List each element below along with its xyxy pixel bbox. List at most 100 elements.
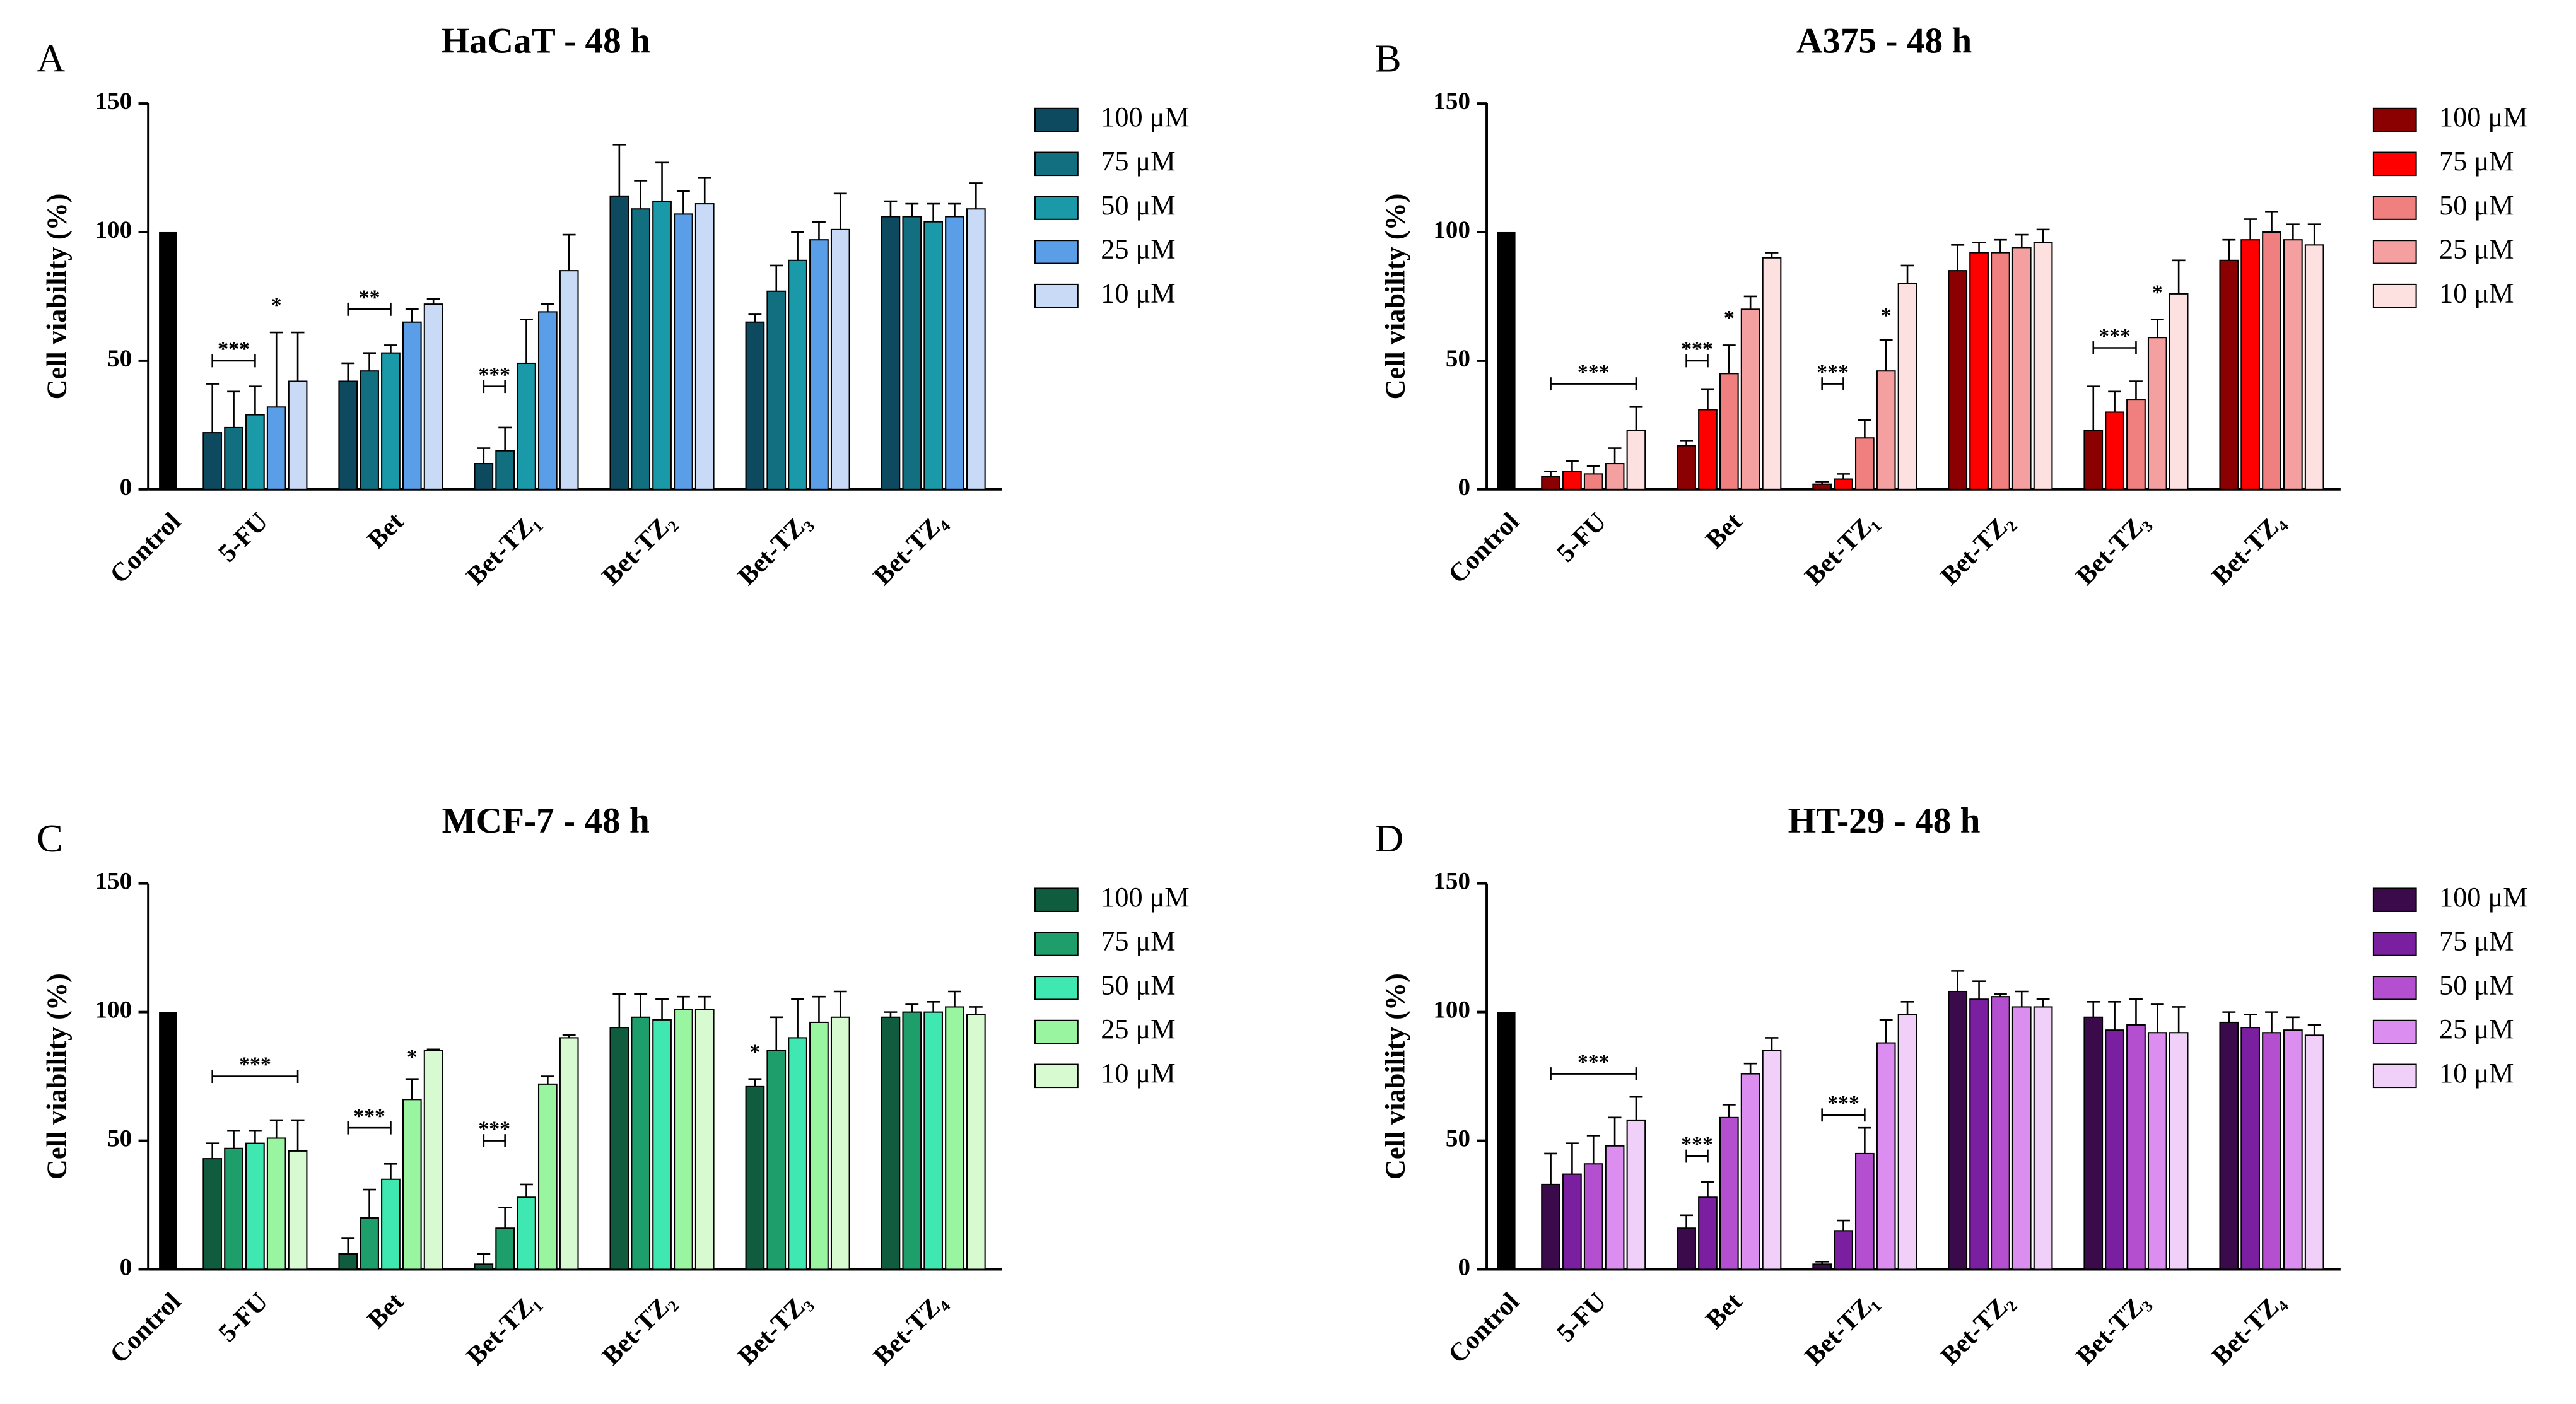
bar (1762, 257, 1782, 490)
legend-label: 100 μM (1101, 102, 1190, 132)
legend-label: 50 μM (2439, 190, 2514, 221)
x-tick-label: 5-FU (213, 507, 274, 568)
legend-swatch (1034, 887, 1079, 912)
x-tick-label: Bet-TZ₁ (1800, 507, 1883, 591)
legend-swatch (2372, 976, 2417, 1000)
bar (1969, 998, 1989, 1270)
bar (2105, 411, 2124, 490)
legend-swatch (1034, 283, 1079, 308)
y-tick-label: 150 (1433, 868, 1470, 895)
panel-letter: D (1375, 816, 1403, 860)
bar (245, 1142, 265, 1270)
bar (745, 1085, 765, 1270)
bar (1854, 1152, 1875, 1270)
bar (360, 370, 379, 490)
y-axis-label: Cell viability (%) (42, 193, 73, 399)
bar (745, 321, 765, 490)
bar (2262, 231, 2281, 490)
legend-label: 50 μM (2439, 969, 2514, 1000)
bar (1834, 478, 1853, 490)
legend-swatch (2372, 1063, 2417, 1089)
y-axis-label: Cell viability (%) (42, 973, 73, 1179)
bar (674, 213, 693, 490)
bar (288, 380, 308, 490)
significance: *** (478, 1118, 510, 1141)
significance: *** (2099, 325, 2131, 348)
bar (631, 1016, 651, 1270)
bar (381, 1178, 401, 1270)
bar (830, 228, 850, 490)
bar (2304, 244, 2324, 490)
x-tick-label: Bet-TZ₁ (1800, 1287, 1883, 1371)
panel-letter: A (37, 36, 65, 80)
bar (1969, 252, 1989, 490)
bar (495, 1227, 515, 1270)
bar (474, 463, 494, 490)
legend-swatch (1034, 107, 1079, 132)
legend-swatch (1034, 240, 1079, 264)
bar (902, 1011, 922, 1270)
legend-label: 50 μM (1101, 190, 1175, 221)
bar (202, 1158, 223, 1270)
bar (1562, 1173, 1582, 1270)
y-tick-label: 50 (107, 1125, 132, 1152)
legend-label: 10 μM (1101, 278, 1175, 308)
significance: ** (359, 286, 380, 309)
bar (809, 1021, 829, 1270)
legend-swatch (1034, 932, 1079, 956)
bar (2126, 399, 2146, 490)
significance: * (407, 1046, 418, 1069)
bar (923, 221, 944, 490)
bar (694, 1009, 715, 1270)
significance: * (271, 294, 282, 317)
x-tick-label: Bet-TZ₃ (2071, 1287, 2155, 1371)
y-tick-label: 0 (1458, 1253, 1470, 1280)
bar (2283, 1029, 2303, 1270)
bar (652, 200, 672, 490)
legend-label: 10 μM (2439, 1058, 2514, 1089)
x-tick-label: Bet-TZ₃ (2071, 507, 2155, 591)
bar (517, 1196, 536, 1270)
y-tick-label: 150 (1433, 88, 1470, 115)
y-tick-label: 100 (95, 997, 132, 1024)
bar (1719, 1116, 1739, 1270)
y-tick-label: 0 (120, 474, 132, 501)
bar (1897, 1014, 1917, 1270)
y-tick-label: 100 (1433, 216, 1470, 243)
y-tick-label: 50 (1446, 345, 1470, 372)
bar (2126, 1024, 2146, 1270)
bar (766, 1050, 787, 1270)
bar (1626, 429, 1646, 490)
bar (474, 1263, 494, 1270)
bar (766, 290, 787, 490)
y-tick-label: 50 (1446, 1125, 1470, 1152)
significance: * (749, 1040, 760, 1063)
legend-label: 25 μM (1101, 1014, 1175, 1044)
legend-label: 10 μM (1101, 1058, 1175, 1089)
bar (2033, 1006, 2053, 1270)
legend-label: 10 μM (2439, 278, 2514, 308)
x-tick-label: Bet-TZ₃ (732, 507, 816, 591)
bar (881, 1016, 901, 1270)
y-tick-label: 150 (95, 88, 132, 115)
bar (1948, 270, 1968, 490)
x-tick-label: Bet-TZ₁ (461, 507, 545, 591)
legend-swatch (2372, 196, 2417, 220)
bar (537, 311, 558, 490)
bar (1677, 445, 1696, 490)
bar (1740, 1073, 1760, 1270)
x-tick-label: Control (105, 1287, 187, 1369)
x-tick-label: Bet-TZ₄ (868, 507, 952, 591)
bar (609, 1027, 629, 1270)
bar (517, 362, 536, 490)
bar (1854, 437, 1875, 490)
bar (788, 259, 807, 490)
bar (2011, 1006, 2032, 1270)
bar (631, 208, 651, 490)
bar (2083, 1016, 2104, 1270)
bar (423, 303, 443, 490)
control-bar (1497, 1012, 1516, 1270)
significance: *** (1578, 361, 1610, 384)
bar (495, 450, 515, 490)
